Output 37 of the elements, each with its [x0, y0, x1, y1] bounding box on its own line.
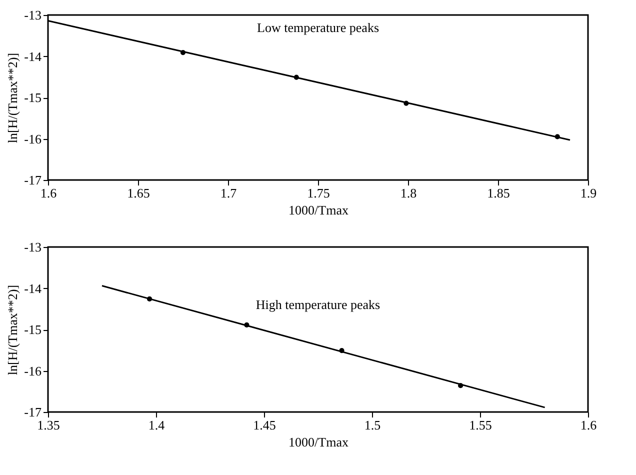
x-axis-title: 1000/Tmax — [288, 202, 349, 218]
y-tick-label: -13 — [24, 240, 42, 254]
point — [404, 100, 409, 106]
x-tick-label: 1.75 — [307, 186, 330, 200]
point — [180, 50, 186, 56]
x-tick-label: 1.65 — [127, 186, 150, 200]
x-tick-label: 1.9 — [580, 186, 597, 200]
y-axis-title: ln[H/(Tmax**2)] — [5, 284, 20, 376]
point — [458, 383, 464, 388]
x-tick-label: 1.7 — [220, 186, 238, 200]
x-tick-label: 1.5 — [364, 418, 381, 432]
y-tick-label: -14 — [24, 280, 42, 296]
y-axis-title: ln[H/(Tmax**2)] — [5, 52, 20, 144]
x-tick-label: 1.4 — [148, 418, 166, 432]
y-tick-label: -15 — [24, 322, 42, 337]
point — [294, 74, 299, 80]
annotation: High temperature peaks — [256, 296, 380, 312]
y-tick-label: -17 — [24, 404, 42, 420]
y-tick-label: -17 — [24, 172, 42, 188]
point — [146, 296, 152, 302]
point — [244, 322, 250, 328]
point — [339, 348, 344, 354]
x-tick-label: 1.55 — [469, 418, 492, 432]
x-tick-label: 1.45 — [253, 418, 276, 432]
y-tick-label: -13 — [24, 8, 42, 22]
x-tick-label: 1.85 — [487, 186, 510, 200]
y-tick-label: -15 — [24, 90, 42, 105]
annotation: Low temperature peaks — [256, 20, 380, 36]
x-tick-label: 1.8 — [400, 186, 417, 200]
x-tick-label: 1.6 — [580, 418, 598, 432]
y-tick-label: -16 — [24, 131, 42, 146]
y-tick-label: -14 — [24, 48, 42, 64]
x-axis-title: 1000/Tmax — [288, 434, 349, 450]
y-tick-label: -16 — [24, 363, 42, 378]
x-tick-label: 1.35 — [37, 418, 60, 432]
x-tick-label: 1.6 — [40, 186, 58, 200]
point — [554, 134, 560, 140]
